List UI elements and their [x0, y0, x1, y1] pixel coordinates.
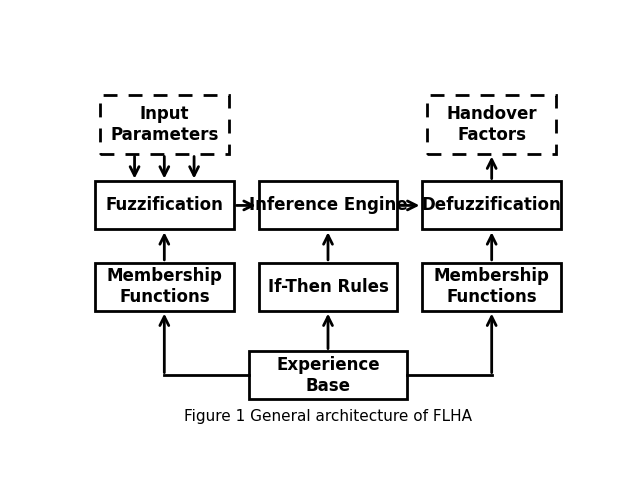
- Text: Fuzzification: Fuzzification: [106, 196, 223, 215]
- Text: Membership
Functions: Membership Functions: [434, 267, 550, 306]
- Bar: [259, 263, 397, 311]
- Text: Experience
Base: Experience Base: [276, 356, 380, 395]
- Text: Defuzzification: Defuzzification: [422, 196, 561, 215]
- Bar: [422, 263, 561, 311]
- Bar: [422, 181, 561, 229]
- Text: Handover
Factors: Handover Factors: [446, 105, 537, 144]
- Bar: [248, 351, 407, 399]
- Bar: [95, 181, 234, 229]
- Text: Figure 1 General architecture of FLHA: Figure 1 General architecture of FLHA: [184, 408, 472, 423]
- Text: Input
Parameters: Input Parameters: [110, 105, 218, 144]
- Bar: [95, 263, 234, 311]
- Bar: [100, 95, 229, 154]
- Text: Inference Engine: Inference Engine: [249, 196, 407, 215]
- Text: If-Then Rules: If-Then Rules: [268, 278, 388, 296]
- Bar: [428, 95, 556, 154]
- Text: Membership
Functions: Membership Functions: [106, 267, 222, 306]
- Bar: [259, 181, 397, 229]
